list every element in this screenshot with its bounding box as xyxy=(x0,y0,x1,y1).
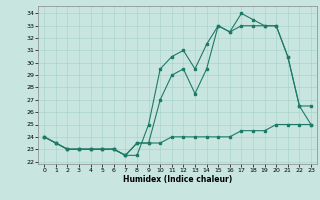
X-axis label: Humidex (Indice chaleur): Humidex (Indice chaleur) xyxy=(123,175,232,184)
